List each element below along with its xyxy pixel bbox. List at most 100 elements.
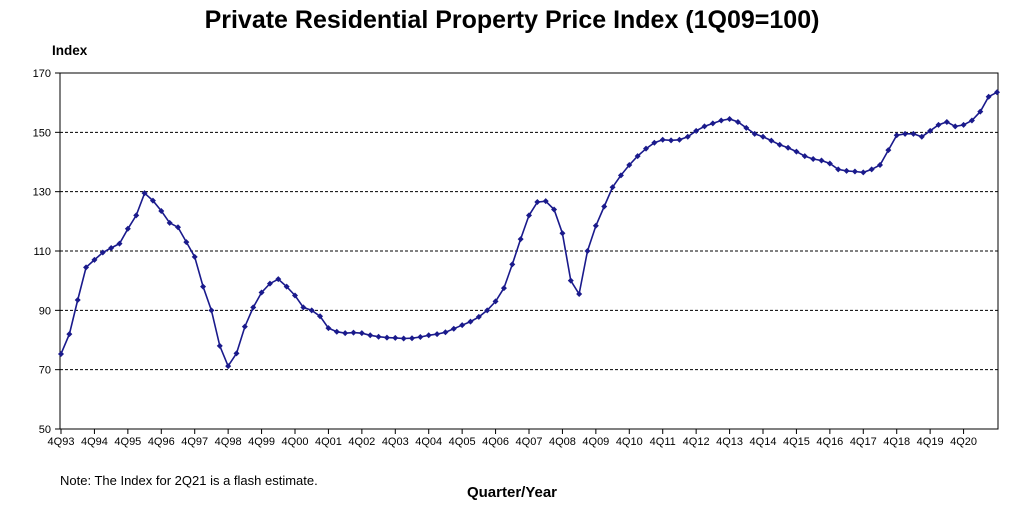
data-point [701,123,708,130]
data-point [292,292,298,299]
data-point [526,212,532,219]
data-point [166,219,173,226]
data-point [475,313,482,320]
data-point [342,330,349,337]
data-point [617,172,624,179]
x-tick-label: 4Q10 [616,436,643,448]
data-point [325,325,332,332]
data-point [58,350,64,357]
data-point [450,325,457,332]
data-point [241,323,248,330]
data-point [225,363,232,370]
data-point [968,117,975,124]
data-point [83,264,90,271]
data-point [651,139,658,146]
data-point [492,298,499,305]
data-point [843,167,850,174]
gridlines [60,131,998,371]
data-point [425,332,432,339]
data-point [233,350,240,357]
data-point [985,93,992,100]
y-axis-ticks: 50 70 90 110 130 150 170 [33,68,60,436]
data-point [358,330,365,337]
data-point [559,230,566,237]
x-tick-label: 4Q11 [650,436,676,448]
data-point [116,240,123,247]
data-point [200,283,207,290]
data-point [266,280,273,287]
x-tick-label: 4Q97 [181,436,208,448]
x-tick-label: 4Q03 [382,436,409,448]
data-point [709,120,716,127]
data-point [108,245,115,252]
x-tick-label: 4Q15 [783,436,810,448]
data-point [601,203,608,210]
x-axis-label: Quarter/Year [466,484,558,501]
data-point [91,256,98,263]
data-point [760,133,766,140]
data-point [367,332,374,339]
data-point [634,153,641,160]
x-tick-label: 4Q19 [917,436,944,448]
y-tick-label: 50 [39,424,51,436]
data-point [392,334,399,341]
data-point [383,334,390,341]
data-point [149,197,156,204]
data-point [133,212,140,219]
data-point [943,118,950,125]
data-point [467,318,474,325]
data-point [626,161,633,168]
data-point [718,117,725,124]
data-point [885,147,892,154]
data-point [534,199,541,206]
data-point [442,329,449,336]
data-point [726,115,733,122]
data-point [66,331,73,338]
data-point [500,285,507,292]
x-tick-label: 4Q99 [248,436,275,448]
x-tick-label: 4Q00 [282,436,309,448]
data-point [484,307,491,314]
x-tick-label: 4Q93 [48,436,75,448]
data-point [768,137,775,144]
y-tick-label: 170 [33,68,51,80]
data-point [250,304,257,311]
x-tick-label: 4Q09 [582,436,609,448]
data-point [952,123,959,130]
data-point [818,157,825,164]
data-point [375,333,382,340]
data-point [810,156,817,163]
data-point [517,236,524,243]
data-point [960,121,967,128]
data-point [509,261,516,268]
data-point [785,144,792,151]
data-point [542,198,549,205]
data-point [258,289,265,296]
data-point [693,127,700,134]
data-point [877,161,883,168]
data-series [58,89,1000,370]
data-point [99,249,106,256]
data-point [275,276,282,283]
x-tick-label: 4Q05 [449,436,476,448]
data-point [609,184,616,191]
data-point [74,296,81,303]
y-tick-label: 90 [39,305,51,317]
data-point [434,331,441,338]
data-point [191,253,198,260]
data-point [927,127,934,134]
x-tick-label: 4Q20 [950,436,977,448]
data-point [751,130,758,137]
data-point [868,166,875,173]
x-tick-label: 4Q12 [683,436,710,448]
x-tick-label: 4Q17 [850,436,877,448]
data-point [902,130,909,137]
x-tick-label: 4Q13 [716,436,743,448]
y-axis-label: Index [52,43,88,58]
data-point [835,166,842,173]
data-point [551,206,558,213]
data-point [141,190,148,197]
data-point [584,248,591,254]
x-tick-label: 4Q07 [516,436,543,448]
